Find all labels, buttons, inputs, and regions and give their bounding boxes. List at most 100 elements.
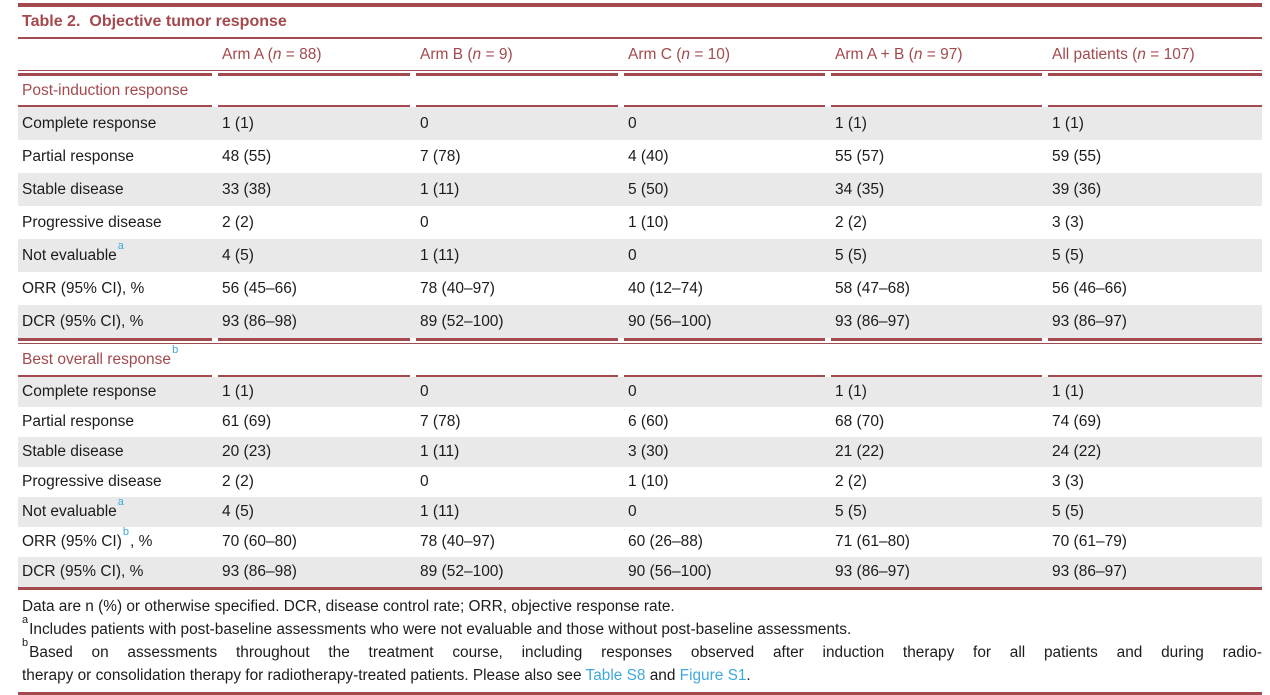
divider xyxy=(18,587,1262,590)
data-cell: 48 (55) xyxy=(222,148,272,165)
table-2: Table 2. Objective tumor response Arm A (… xyxy=(18,3,1262,695)
data-cell: 1 (11) xyxy=(420,247,460,264)
data-cell: 70 (60–80) xyxy=(222,533,297,550)
table-row: Stable disease 33 (38) 1 (11) 5 (50) 34 … xyxy=(18,173,1262,206)
column-header-row: Arm A (n = 88) Arm B (n = 9) Arm C (n = … xyxy=(18,39,1262,70)
row-label: Complete response xyxy=(22,115,157,132)
data-cell: 93 (86–97) xyxy=(1052,313,1127,330)
data-cell: 1 (1) xyxy=(222,383,254,400)
divider-gap xyxy=(18,71,1262,73)
footnote-marker: a xyxy=(22,613,29,626)
data-cell: 3 (3) xyxy=(1052,214,1084,231)
section-header-best-overall: Best overall responseb xyxy=(22,343,179,368)
data-cell: 59 (55) xyxy=(1052,148,1102,165)
data-cell: 5 (5) xyxy=(835,247,867,264)
data-cell: 1 (11) xyxy=(420,443,460,460)
footnote-marker: a xyxy=(117,239,124,252)
data-cell: 90 (56–100) xyxy=(628,313,712,330)
data-cell: 71 (61–80) xyxy=(835,533,910,550)
data-cell: 78 (40–97) xyxy=(420,280,495,297)
section-header-post-induction: Post-induction response xyxy=(22,82,189,99)
data-cell: 1 (1) xyxy=(1052,115,1084,132)
segmented-rule xyxy=(18,105,1262,107)
column-header-arm-c: Arm C (n = 10) xyxy=(628,46,731,63)
data-cell: 61 (69) xyxy=(222,413,272,430)
table-row: Progressive disease 2 (2) 0 1 (10) 2 (2)… xyxy=(18,206,1262,239)
data-cell: 55 (57) xyxy=(835,148,885,165)
data-cell: 21 (22) xyxy=(835,443,885,460)
row-label: Not evaluablea xyxy=(22,497,124,520)
data-cell: 2 (2) xyxy=(835,214,867,231)
row-label: ORR (95% CI)b, % xyxy=(22,527,153,550)
table-row: Not evaluablea 4 (5) 1 (11) 0 5 (5) 5 (5… xyxy=(18,239,1262,272)
data-cell: 93 (86–98) xyxy=(222,563,297,580)
table-row: ORR (95% CI)b, % 70 (60–80) 78 (40–97) 6… xyxy=(18,527,1262,557)
data-cell: 3 (30) xyxy=(628,443,669,460)
footnote-marker: b xyxy=(22,636,29,649)
data-cell: 40 (12–74) xyxy=(628,280,703,297)
data-cell: 90 (56–100) xyxy=(628,563,712,580)
data-cell: 7 (78) xyxy=(420,413,461,430)
data-cell: 1 (10) xyxy=(628,214,669,231)
data-cell: 74 (69) xyxy=(1052,413,1102,430)
table-row: Not evaluablea 4 (5) 1 (11) 0 5 (5) 5 (5… xyxy=(18,497,1262,527)
table-row: DCR (95% CI), % 93 (86–98) 89 (52–100) 9… xyxy=(18,305,1262,338)
data-cell: 0 xyxy=(628,383,637,400)
data-cell: 1 (1) xyxy=(222,115,254,132)
segmented-rule xyxy=(18,338,1262,341)
row-label: Partial response xyxy=(22,413,135,430)
row-label: DCR (95% CI), % xyxy=(22,563,144,580)
data-cell: 5 (5) xyxy=(1052,247,1084,264)
data-cell: 3 (3) xyxy=(1052,473,1084,490)
column-header-all-patients: All patients (n = 107) xyxy=(1052,46,1195,63)
data-cell: 58 (47–68) xyxy=(835,280,910,297)
column-header-arm-b: Arm B (n = 9) xyxy=(420,46,513,63)
data-cell: 1 (11) xyxy=(420,181,460,198)
footnote-a: aIncludes patients with post-baseline as… xyxy=(22,613,852,638)
data-cell: 20 (23) xyxy=(222,443,272,460)
data-cell: 4 (5) xyxy=(222,247,254,264)
data-cell: 33 (38) xyxy=(222,181,272,198)
data-cell: 1 (1) xyxy=(835,383,867,400)
row-label: Not evaluablea xyxy=(22,239,124,264)
row-label: Stable disease xyxy=(22,181,124,198)
table-row: DCR (95% CI), % 93 (86–98) 89 (52–100) 9… xyxy=(18,557,1262,587)
table-row: ORR (95% CI), % 56 (45–66) 78 (40–97) 40… xyxy=(18,272,1262,305)
data-cell: 6 (60) xyxy=(628,413,669,430)
data-cell: 56 (45–66) xyxy=(222,280,297,297)
data-cell: 4 (5) xyxy=(222,503,254,520)
data-cell: 5 (5) xyxy=(1052,503,1084,520)
divider xyxy=(18,37,1262,39)
data-cell: 2 (2) xyxy=(835,473,867,490)
data-cell: 1 (1) xyxy=(835,115,867,132)
data-cell: 93 (86–97) xyxy=(835,563,910,580)
figure-s1-link[interactable]: Figure S1 xyxy=(679,667,747,684)
data-cell: 70 (61–79) xyxy=(1052,533,1127,550)
data-cell: 93 (86–97) xyxy=(1052,563,1127,580)
data-cell: 1 (10) xyxy=(628,473,669,490)
segmented-rule xyxy=(18,375,1262,377)
table-s8-link[interactable]: Table S8 xyxy=(585,667,646,684)
table-title: Table 2. Objective tumor response xyxy=(18,7,1262,37)
footnote-marker: b xyxy=(122,527,130,538)
table-row: Partial response 61 (69) 7 (78) 6 (60) 6… xyxy=(18,407,1262,437)
data-cell: 93 (86–97) xyxy=(835,313,910,330)
divider-gap xyxy=(18,341,1262,343)
row-label: Partial response xyxy=(22,148,135,165)
data-cell: 0 xyxy=(628,503,637,520)
row-label: Complete response xyxy=(22,383,157,400)
data-cell: 24 (22) xyxy=(1052,443,1102,460)
data-cell: 0 xyxy=(628,247,637,264)
data-cell: 0 xyxy=(628,115,637,132)
row-label: Progressive disease xyxy=(22,473,162,490)
table-row: Progressive disease 2 (2) 0 1 (10) 2 (2)… xyxy=(18,467,1262,497)
row-label: Stable disease xyxy=(22,443,124,460)
data-cell: 5 (50) xyxy=(628,181,669,198)
segmented-rule xyxy=(18,73,1262,76)
data-cell: 0 xyxy=(420,214,429,231)
divider xyxy=(18,343,1262,344)
data-cell: 7 (78) xyxy=(420,148,461,165)
data-cell: 34 (35) xyxy=(835,181,885,198)
row-label: Progressive disease xyxy=(22,214,162,231)
footnote-b-line1: bBased on assessments throughout the tre… xyxy=(22,636,1262,661)
